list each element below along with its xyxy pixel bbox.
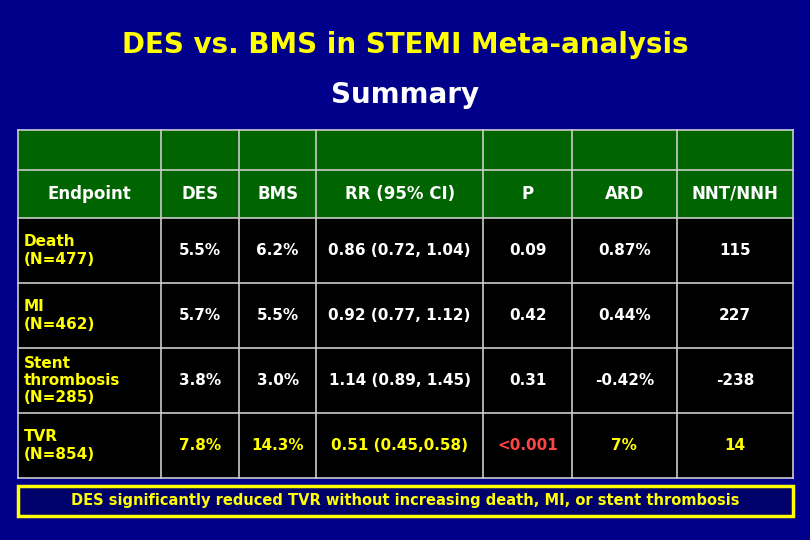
Bar	[161, 130, 239, 170]
Bar	[676, 283, 793, 348]
Bar	[572, 283, 676, 348]
Text: Summary: Summary	[331, 81, 479, 109]
Text: ARD: ARD	[605, 185, 644, 203]
Bar	[676, 348, 793, 413]
Text: RR (95% CI): RR (95% CI)	[344, 185, 454, 203]
Bar	[483, 170, 572, 218]
Bar	[483, 283, 572, 348]
Text: 0.31: 0.31	[509, 373, 546, 388]
Text: <0.001: <0.001	[497, 438, 558, 453]
Bar	[572, 170, 676, 218]
Text: 115: 115	[719, 243, 751, 258]
Bar	[676, 130, 793, 170]
Bar	[239, 283, 317, 348]
Text: P: P	[522, 185, 534, 203]
Text: 0.86 (0.72, 1.04): 0.86 (0.72, 1.04)	[328, 243, 471, 258]
Text: 0.44%: 0.44%	[598, 308, 650, 323]
Bar	[18, 218, 161, 283]
Text: 227: 227	[718, 308, 751, 323]
Bar	[572, 130, 676, 170]
Text: 6.2%: 6.2%	[257, 243, 299, 258]
Text: Death
(N=477): Death (N=477)	[24, 234, 95, 267]
Text: Endpoint: Endpoint	[48, 185, 131, 203]
Bar	[317, 218, 483, 283]
Bar	[676, 218, 793, 283]
Bar	[161, 413, 239, 478]
Bar	[18, 283, 161, 348]
Bar	[572, 413, 676, 478]
Text: DES vs. BMS in STEMI Meta-analysis: DES vs. BMS in STEMI Meta-analysis	[122, 31, 688, 59]
Bar	[483, 130, 572, 170]
Bar	[239, 218, 317, 283]
Text: 0.92 (0.77, 1.12): 0.92 (0.77, 1.12)	[329, 308, 471, 323]
Bar	[239, 170, 317, 218]
Bar	[18, 170, 161, 218]
Bar	[572, 218, 676, 283]
Bar	[18, 130, 161, 170]
Bar	[317, 283, 483, 348]
Bar	[161, 218, 239, 283]
Bar	[18, 413, 161, 478]
Text: 3.0%: 3.0%	[257, 373, 299, 388]
Bar	[317, 170, 483, 218]
Bar	[483, 218, 572, 283]
Text: MI
(N=462): MI (N=462)	[24, 299, 96, 332]
Bar	[676, 413, 793, 478]
Text: 5.5%: 5.5%	[257, 308, 299, 323]
Bar	[239, 413, 317, 478]
Text: -0.42%: -0.42%	[595, 373, 654, 388]
Text: 0.42: 0.42	[509, 308, 547, 323]
Bar	[483, 348, 572, 413]
Text: NNT/NNH: NNT/NNH	[692, 185, 778, 203]
Text: 3.8%: 3.8%	[179, 373, 221, 388]
Text: Stent
thrombosis
(N=285): Stent thrombosis (N=285)	[24, 356, 121, 406]
Bar	[317, 413, 483, 478]
Text: 1.14 (0.89, 1.45): 1.14 (0.89, 1.45)	[329, 373, 471, 388]
Text: 5.7%: 5.7%	[179, 308, 221, 323]
Bar	[317, 348, 483, 413]
Text: -238: -238	[716, 373, 754, 388]
Bar	[483, 413, 572, 478]
Bar	[161, 283, 239, 348]
Bar	[572, 348, 676, 413]
Bar	[239, 130, 317, 170]
Bar	[18, 486, 793, 516]
Bar	[239, 348, 317, 413]
Bar	[161, 348, 239, 413]
Text: DES significantly reduced TVR without increasing death, MI, or stent thrombosis: DES significantly reduced TVR without in…	[70, 494, 740, 509]
Text: DES: DES	[181, 185, 219, 203]
Text: 14: 14	[724, 438, 745, 453]
Text: 0.51 (0.45,0.58): 0.51 (0.45,0.58)	[331, 438, 468, 453]
Bar	[676, 170, 793, 218]
Bar	[317, 130, 483, 170]
Text: BMS: BMS	[257, 185, 298, 203]
Text: 0.09: 0.09	[509, 243, 546, 258]
Text: 5.5%: 5.5%	[179, 243, 221, 258]
Bar	[161, 170, 239, 218]
Text: 7.8%: 7.8%	[179, 438, 221, 453]
Text: 7%: 7%	[612, 438, 637, 453]
Text: 14.3%: 14.3%	[251, 438, 304, 453]
Text: 0.87%: 0.87%	[598, 243, 650, 258]
Bar	[18, 348, 161, 413]
Text: TVR
(N=854): TVR (N=854)	[24, 429, 95, 462]
